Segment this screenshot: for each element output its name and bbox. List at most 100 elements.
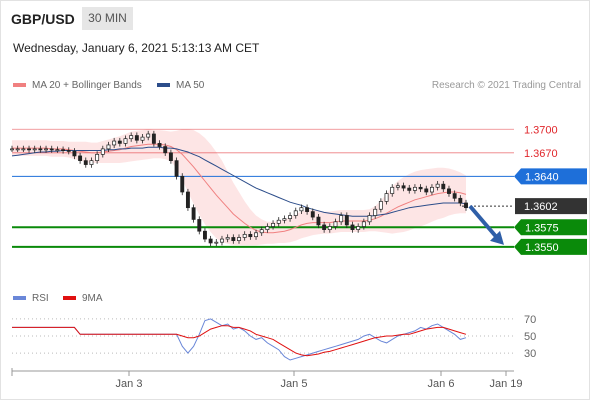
timeframe-badge[interactable]: 30 MIN (82, 7, 133, 30)
candle-body (191, 207, 196, 220)
candle-body (248, 233, 253, 238)
candle-body (185, 191, 190, 209)
candle-body (356, 226, 361, 230)
candle-body (163, 146, 168, 154)
candle-body (72, 150, 77, 157)
candle-body (299, 207, 304, 212)
candle-body (214, 241, 219, 244)
timestamp: Wednesday, January 6, 2021 5:13:13 AM CE… (13, 41, 260, 55)
candle-body (129, 135, 134, 140)
ma20-line (12, 143, 467, 234)
candle-body (401, 185, 406, 189)
candle-body (10, 148, 14, 151)
projection-arrow-head (490, 230, 504, 245)
candle-body (146, 133, 151, 138)
candle-body (225, 237, 230, 240)
ma20-legend-label: MA 20 + Bollinger Bands (32, 80, 142, 91)
ma50-swatch (157, 83, 170, 88)
candle-body (112, 140, 117, 146)
ma50-legend-label: MA 50 (176, 80, 205, 91)
candle-body (288, 215, 293, 220)
candle-body (38, 148, 43, 151)
candle-body (333, 221, 338, 227)
legend-9ma: 9MA (63, 293, 103, 304)
level-tag-1-3640 (514, 168, 587, 185)
candle-body (134, 135, 139, 141)
candle-body (242, 233, 247, 238)
candle-body (316, 216, 321, 226)
ma20-swatch (13, 83, 26, 88)
candle-body (78, 155, 83, 161)
candle-body (276, 219, 281, 224)
candle-body (418, 186, 423, 190)
candle-body (424, 188, 429, 193)
x-tick-label-jan-6: Jan 6 (428, 378, 455, 390)
candle-body (203, 230, 207, 240)
candle-body (66, 150, 71, 152)
level-label-1-3640: 1.3640 (525, 171, 559, 183)
level-label-1-3700: 1.3700 (524, 124, 558, 136)
level-label-1-3550: 1.3550 (525, 242, 559, 254)
candle-body (458, 197, 463, 204)
candle-body (231, 237, 236, 241)
candle-body (21, 148, 26, 151)
candle-body (83, 160, 88, 165)
candle-body (237, 237, 241, 241)
candle-body (390, 186, 395, 194)
candle-body (27, 148, 31, 151)
candle-body (254, 232, 258, 238)
candle-body (378, 201, 383, 210)
candle-body (117, 140, 122, 144)
candle-body (407, 187, 412, 191)
ma50-line (11, 146, 467, 217)
candle-body (367, 215, 372, 223)
level-tag-1-3575 (514, 219, 587, 236)
candle-body (55, 149, 60, 152)
candle-body (447, 188, 451, 194)
candle-body (106, 144, 111, 150)
rsi-tick-label-70: 70 (524, 314, 536, 326)
ma9-swatch (63, 296, 76, 301)
legend-ma20: MA 20 + Bollinger Bands (13, 80, 142, 91)
candle-body (61, 149, 66, 152)
candle-body (395, 185, 400, 188)
candle-body (123, 138, 128, 144)
legend-rsi: RSI (13, 293, 49, 304)
candle-body (361, 221, 366, 227)
candle-body (157, 143, 162, 147)
candle-body (44, 148, 49, 151)
candle-body (412, 186, 417, 191)
projection-arrow-shaft (468, 204, 500, 241)
candle-body (265, 226, 270, 230)
rsi-legend-label: RSI (32, 293, 49, 304)
candle-body (197, 219, 202, 232)
candle-body (180, 175, 185, 193)
candle-body (271, 223, 276, 227)
candle-body (464, 202, 468, 209)
candle-body (208, 238, 213, 244)
legend-ma50: MA 50 (157, 80, 204, 91)
candle-body (220, 238, 224, 243)
credit-text: Research © 2021 Trading Central (431, 80, 581, 91)
rsi-swatch (13, 296, 26, 301)
candle-body (95, 154, 100, 161)
candle-body (293, 210, 298, 216)
candle-body (89, 160, 94, 165)
candle-body (344, 215, 349, 226)
candle-body (435, 183, 440, 188)
rsi-tick-label-50: 50 (524, 331, 536, 343)
candle-body (140, 136, 145, 141)
candle-body (151, 133, 156, 144)
level-tag-1-3550 (514, 238, 587, 255)
candle-body (327, 226, 332, 230)
x-tick-label-jan-3: Jan 3 (116, 378, 143, 390)
candle-body (100, 148, 105, 155)
candle-body (15, 148, 20, 151)
candle-body (441, 183, 446, 190)
candle-body (282, 218, 287, 221)
x-tick-label-jan-19: Jan 19 (489, 378, 522, 390)
candle-body (350, 224, 355, 230)
candle-body (452, 193, 457, 199)
candle-body (373, 208, 378, 216)
